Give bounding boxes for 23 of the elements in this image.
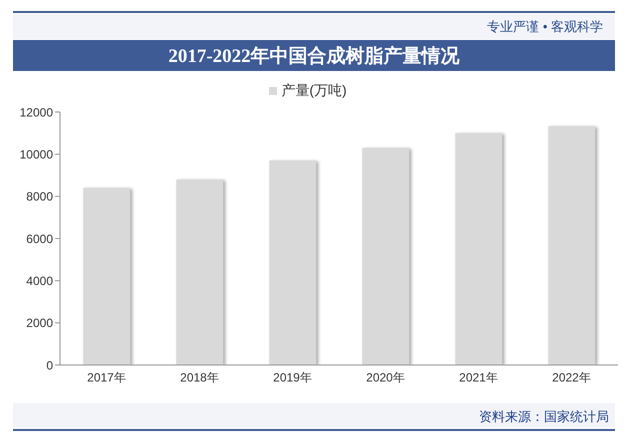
y-tick-label: 4000	[26, 274, 54, 288]
y-tick-label: 6000	[26, 232, 54, 246]
y-tick-label: 12000	[20, 105, 54, 120]
legend-label: 产量(万吨)	[281, 82, 347, 98]
y-tick-label: 10000	[20, 147, 54, 162]
bar	[548, 126, 596, 365]
bar	[83, 188, 130, 365]
text: 专业严谨 • 客观科学	[487, 18, 603, 36]
chart-title: 2017-2022年中国合成树脂产量情况	[168, 44, 460, 68]
y-tick-label: 8000	[26, 190, 54, 204]
bar	[176, 179, 224, 365]
y-tick-label: 0	[46, 358, 54, 372]
x-tick-label: 2020年	[366, 370, 405, 385]
bar	[455, 133, 502, 365]
text: 资料来源：国家统计局	[479, 408, 609, 426]
y-tick-label: 2000	[26, 316, 54, 330]
bar	[362, 148, 410, 365]
x-tick-label: 2019年	[273, 370, 312, 385]
x-tick-label: 2022年	[552, 370, 591, 385]
x-tick-label: 2018年	[180, 370, 219, 385]
x-tick-label: 2021年	[459, 370, 498, 385]
x-tick-label: 2017年	[87, 370, 126, 385]
bar	[269, 160, 316, 365]
